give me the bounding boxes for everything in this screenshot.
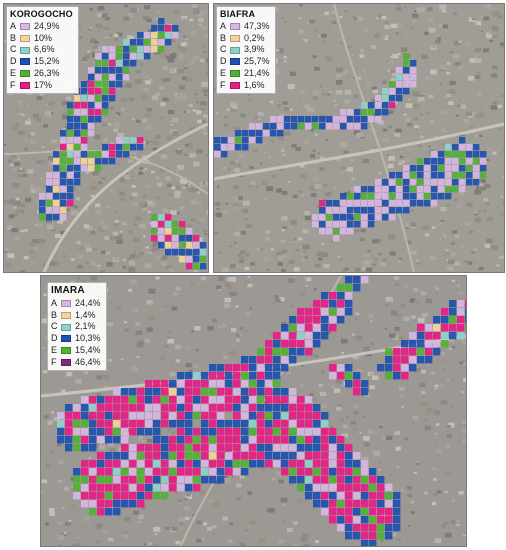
legend-value: 24,9% [34,21,60,31]
legend-swatch-b [61,312,71,320]
legend-swatch-f [20,81,30,89]
legend-value: 15,2% [34,56,60,67]
legend-class-letter: B [10,32,17,43]
legend-class-letter: F [10,79,16,90]
legend-swatch-a [20,23,30,31]
legend-class-letter: A [51,298,58,308]
legend-value: 47,3% [244,21,270,31]
legend-class-letter: F [220,79,226,90]
legend-value: 6,6% [34,44,55,55]
legend-value: 0,2% [244,32,265,43]
legend-value: 15,4% [75,344,101,355]
legend-rows: A 47,3% B 0,2% C 3,9% D 25,7% E 21,4% F 1,6% [220,21,270,91]
legend-swatch-d [61,335,71,343]
legend-row-d: D 10,3% [51,333,101,345]
legend-swatch-c [20,46,30,54]
legend-swatch-e [61,347,71,355]
legend-value: 10% [34,32,53,43]
legend-swatch-b [20,35,30,43]
legend-value: 46,4% [75,356,101,367]
legend-class-letter: C [10,44,17,55]
legend-row-b: B 0,2% [220,33,270,45]
legend-class-letter: E [220,67,227,78]
legend-swatch-a [61,300,71,308]
legend-row-f: F 46,4% [51,357,101,369]
legend-class-letter: B [220,32,227,43]
legend-class-letter: E [51,344,58,355]
legend-title: KOROGOCHO [10,9,73,19]
legend-row-d: D 25,7% [220,56,270,68]
legend-row-d: D 15,2% [10,56,73,68]
legend-class-letter: F [51,356,57,367]
legend-korogocho: KOROGOCHO A 24,9% B 10% C 6,6% D 15,2% E 26,3… [6,6,79,95]
legend-class-letter: C [51,321,58,332]
legend-class-letter: B [51,309,58,320]
legend-class-letter: C [220,44,227,55]
legend-swatch-d [230,58,240,66]
legend-row-e: E 21,4% [220,68,270,80]
legend-row-a: A 47,3% [220,21,270,33]
legend-title: BIAFRA [220,9,256,19]
map-panel-imara: IMARA A 24,4% B 1,4% C 2,1% D 10,3% E 15,4% F… [40,275,467,547]
legend-row-b: B 10% [10,33,73,45]
legend-class-letter: A [220,21,227,31]
legend-value: 10,3% [75,333,101,344]
legend-row-c: C 3,9% [220,44,270,56]
legend-swatch-f [61,358,71,366]
legend-value: 24,4% [75,298,101,308]
legend-class-letter: D [10,56,17,67]
legend-value: 3,9% [244,44,265,55]
legend-row-e: E 15,4% [51,345,101,357]
legend-value: 2,1% [75,321,96,332]
legend-value: 1,4% [75,309,96,320]
legend-swatch-c [230,46,240,54]
legend-rows: A 24,9% B 10% C 6,6% D 15,2% E 26,3% F 17% [10,21,73,91]
legend-row-a: A 24,4% [51,298,101,310]
map-panel-biafra: BIAFRA A 47,3% B 0,2% C 3,9% D 25,7% E 21,4% … [213,3,505,273]
legend-row-c: C 6,6% [10,44,73,56]
legend-swatch-a [230,23,240,31]
legend-row-f: F 1,6% [220,80,270,92]
legend-class-letter: E [10,67,17,78]
legend-swatch-c [61,323,71,331]
legend-biafra: BIAFRA A 47,3% B 0,2% C 3,9% D 25,7% E 21,4% … [216,6,276,95]
legend-value: 17% [34,79,53,90]
legend-row-f: F 17% [10,80,73,92]
legend-class-letter: A [10,21,17,31]
legend-value: 21,4% [244,67,270,78]
legend-title: IMARA [51,285,85,296]
legend-class-letter: D [51,333,58,344]
legend-row-e: E 26,3% [10,68,73,80]
legend-value: 25,7% [244,56,270,67]
legend-swatch-e [20,70,30,78]
legend-swatch-d [20,58,30,66]
legend-row-c: C 2,1% [51,321,101,333]
legend-row-b: B 1,4% [51,310,101,322]
legend-class-letter: D [220,56,227,67]
legend-row-a: A 24,9% [10,21,73,33]
legend-rows: A 24,4% B 1,4% C 2,1% D 10,3% E 15,4% F 46,4% [51,298,101,368]
map-panel-korogocho: KOROGOCHO A 24,9% B 10% C 6,6% D 15,2% E 26,3… [3,3,209,273]
legend-swatch-b [230,35,240,43]
legend-value: 26,3% [34,67,60,78]
legend-swatch-e [230,70,240,78]
imara-satellite-map [41,276,466,546]
legend-swatch-f [230,81,240,89]
legend-imara: IMARA A 24,4% B 1,4% C 2,1% D 10,3% E 15,4% F… [47,282,107,372]
legend-value: 1,6% [244,79,265,90]
